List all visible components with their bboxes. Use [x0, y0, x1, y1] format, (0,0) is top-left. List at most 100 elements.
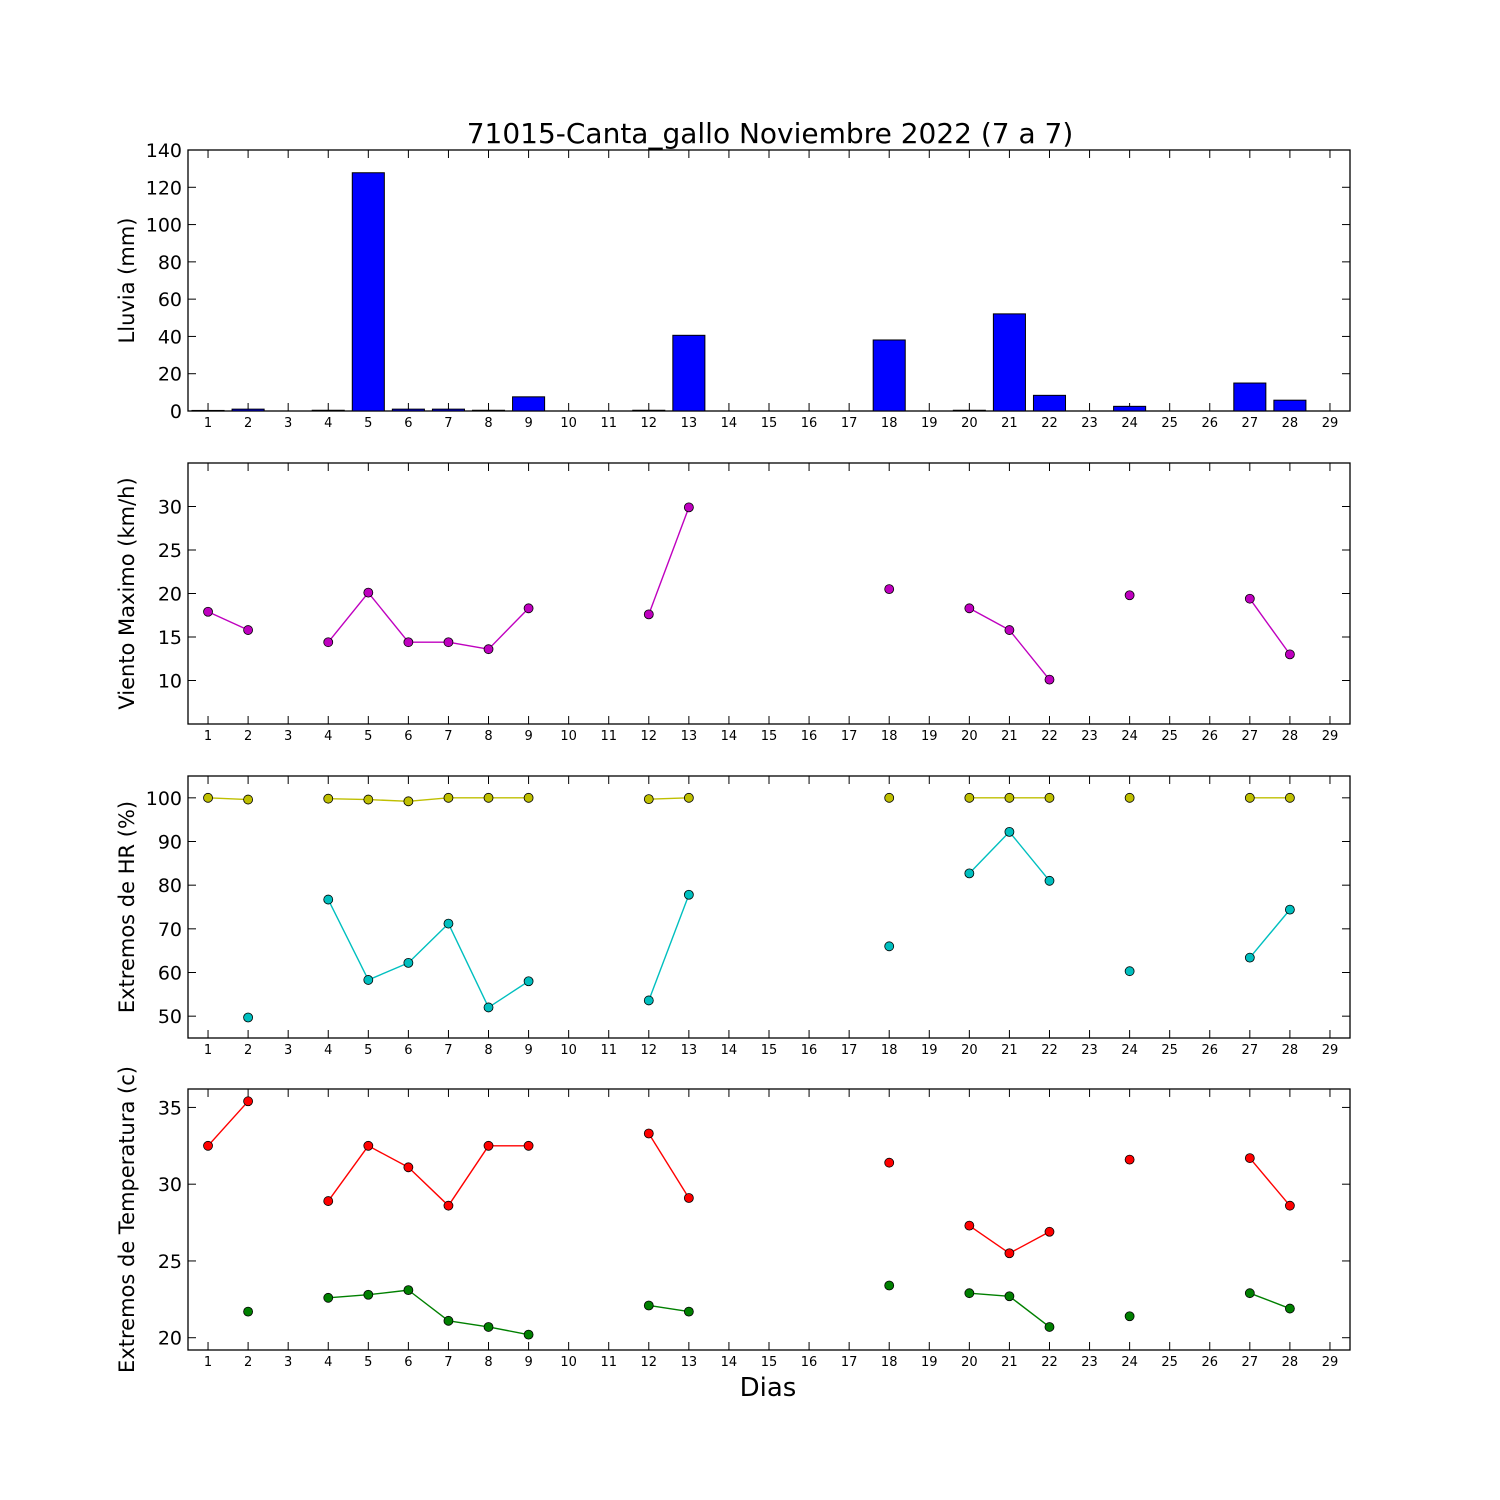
y-tick-label: 80	[158, 252, 182, 274]
data-point	[243, 625, 254, 635]
data-point	[1284, 1303, 1295, 1314]
x-tick-label: 26	[1201, 1043, 1218, 1058]
x-tick-label: 7	[444, 1355, 452, 1370]
x-tick-label: 12	[641, 1043, 658, 1058]
x-tick-label: 17	[841, 729, 858, 744]
y-tick-label: 20	[158, 1328, 182, 1350]
x-tick-label: 5	[364, 416, 372, 431]
data-point	[1244, 952, 1255, 963]
x-tick-label: 10	[560, 416, 577, 431]
y-tick-label: 140	[146, 140, 182, 162]
data-point	[443, 792, 454, 803]
data-point	[523, 792, 534, 803]
data-point	[203, 1140, 213, 1151]
data-point	[443, 1200, 454, 1211]
x-tick-label: 17	[841, 416, 858, 431]
bar	[231, 408, 265, 412]
x-tick-label: 13	[681, 416, 698, 431]
y-tick-label: 30	[158, 497, 182, 519]
y-tick-label: 15	[158, 627, 182, 649]
plot-frame	[187, 775, 1351, 1039]
y-axis-label: Extremos de HR (%)	[115, 801, 139, 1013]
x-tick-label: 19	[921, 416, 938, 431]
x-tick-label: 23	[1081, 729, 1098, 744]
x-tick-label: 18	[881, 416, 898, 431]
x-tick-label: 9	[524, 416, 532, 431]
x-tick-label: 17	[841, 1355, 858, 1370]
x-tick-label: 22	[1041, 1355, 1058, 1370]
x-tick-label: 11	[600, 1043, 617, 1058]
y-tick-label: 0	[170, 401, 182, 423]
x-tick-label: 6	[404, 729, 412, 744]
data-point	[1284, 792, 1295, 803]
x-tick-label: 15	[761, 1043, 778, 1058]
series-line-segment	[407, 923, 449, 964]
data-point	[884, 1157, 895, 1168]
data-point	[243, 1096, 254, 1107]
data-point	[1004, 625, 1015, 635]
x-tick-label: 12	[641, 416, 658, 431]
data-point	[323, 1292, 334, 1303]
bar	[191, 409, 225, 412]
y-axis-label: Viento Maximo (km/h)	[115, 477, 139, 709]
y-tick-label: 90	[158, 832, 182, 854]
data-point	[363, 587, 374, 598]
data-point	[964, 792, 975, 803]
series-line-segment	[327, 1145, 369, 1202]
y-tick-label: 100	[146, 215, 182, 237]
x-tick-label: 13	[681, 729, 698, 744]
data-point	[884, 1280, 895, 1291]
x-tick-label: 21	[1001, 1355, 1018, 1370]
x-tick-label: 9	[524, 1355, 532, 1370]
x-tick-label: 28	[1282, 729, 1299, 744]
data-point	[1244, 1288, 1255, 1299]
series-line-segment	[648, 1133, 690, 1199]
bar	[952, 409, 986, 412]
series-line-segment	[207, 1100, 249, 1147]
series-line-segment	[1008, 831, 1051, 882]
data-point	[1004, 826, 1015, 837]
x-tick-label: 12	[641, 729, 658, 744]
data-point	[964, 1288, 975, 1299]
plot-frame	[187, 1088, 1351, 1351]
series-line-segment	[1008, 1295, 1050, 1328]
x-tick-label: 8	[484, 1043, 492, 1058]
y-tick-label: 100	[146, 788, 182, 810]
bar	[872, 339, 906, 412]
data-point	[1284, 904, 1295, 915]
bar	[1233, 382, 1267, 412]
data-point	[683, 502, 694, 513]
x-tick-label: 15	[761, 416, 778, 431]
y-tick-label: 70	[158, 919, 182, 941]
data-point	[1004, 1248, 1015, 1259]
x-tick-label: 5	[364, 1043, 372, 1058]
x-tick-label: 1	[204, 416, 212, 431]
data-point	[203, 792, 213, 803]
x-tick-label: 24	[1121, 729, 1138, 744]
x-tick-label: 26	[1201, 729, 1218, 744]
data-point	[203, 606, 213, 617]
data-point	[1124, 966, 1135, 977]
data-point	[323, 637, 334, 648]
x-tick-label: 21	[1001, 1043, 1018, 1058]
data-point	[1284, 1200, 1295, 1211]
series-line-segment	[448, 641, 489, 650]
series-line-segment	[447, 923, 490, 1008]
series-line-segment	[1249, 598, 1291, 655]
x-tick-label: 14	[721, 416, 738, 431]
data-point	[363, 1289, 374, 1300]
y-tick-label: 35	[158, 1097, 182, 1119]
x-tick-label: 25	[1161, 416, 1178, 431]
data-point	[323, 793, 334, 804]
x-tick-label: 26	[1201, 1355, 1218, 1370]
y-tick-label: 20	[158, 364, 182, 386]
bar	[471, 409, 506, 412]
x-tick-label: 3	[284, 1043, 292, 1058]
plot-frame	[187, 462, 1351, 725]
x-tick-label: 8	[484, 416, 492, 431]
data-point	[1284, 649, 1295, 660]
series-line-segment	[368, 1289, 409, 1296]
x-tick-label: 2	[244, 729, 252, 744]
data-point	[1244, 792, 1255, 803]
